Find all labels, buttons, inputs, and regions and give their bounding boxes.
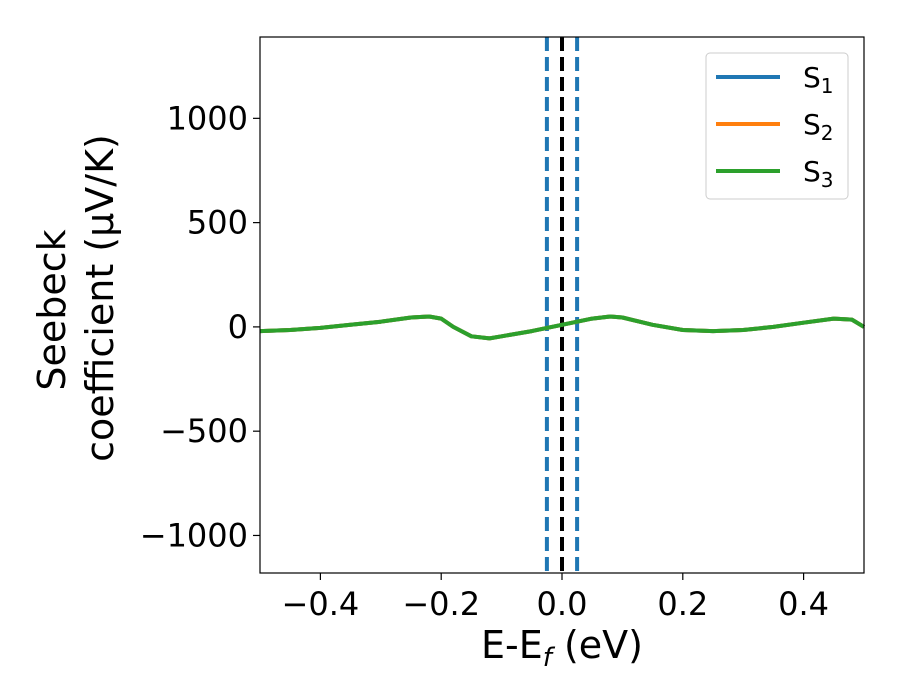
x-tick-label: −0.4 [282,585,360,623]
x-tick-label: −0.2 [402,585,480,623]
legend-label-3: S3 [803,155,834,192]
series-lines [259,314,866,341]
x-tick-label: 0.0 [537,585,588,623]
y-tick-label: 1000 [167,99,248,137]
y-axis-ticks: −1000 −500 0 500 1000 [140,99,260,554]
y-tick-label: 0 [228,308,248,346]
y-tick-label: 500 [187,204,248,242]
y-tick-label: −1000 [140,516,248,554]
y-tick-label: −500 [160,412,248,450]
y-axis-title-line1: Seebeck [30,229,74,390]
x-axis-title: E-Ef (eV) [481,623,643,673]
x-axis-ticks: −0.4 −0.2 0.0 0.2 0.4 [282,573,829,623]
vertical-lines [544,37,580,573]
legend-label-1: S1 [803,61,834,98]
x-tick-label: 0.4 [778,585,829,623]
y-axis-title-line2: coefficient (μV/K) [78,134,122,462]
y-axis-title: Seebeck coefficient (μV/K) [30,134,122,462]
series-line-3 [259,314,866,341]
x-tick-label: 0.2 [657,585,708,623]
legend: S1 S2 S3 [705,52,849,200]
legend-label-2: S2 [803,108,834,145]
